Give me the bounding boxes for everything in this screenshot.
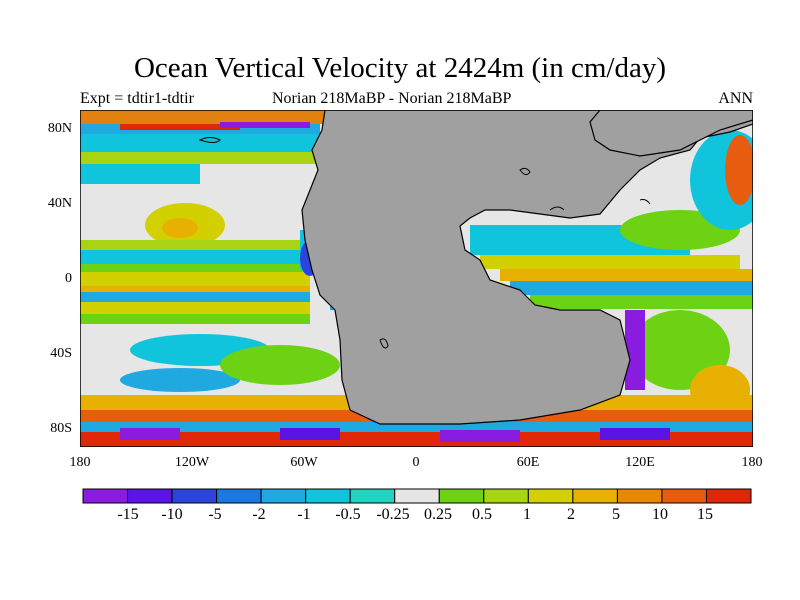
colorbar-swatch: [260, 488, 307, 504]
colorbar-swatch: [171, 488, 218, 504]
colorbar-label: -10: [161, 506, 183, 523]
colorbar-swatch: [616, 488, 663, 504]
lat-tick-label: 0: [65, 271, 72, 286]
islands: [198, 137, 651, 349]
colorbar-swatch: [127, 488, 173, 504]
lon-tick-label: 0: [412, 455, 420, 470]
colorbar-swatch: [661, 488, 707, 504]
colorbar-swatch: [483, 488, 529, 504]
colorbar-label: 1: [523, 506, 531, 523]
lon-tick-label: 180: [741, 455, 763, 470]
colorbar-swatch: [216, 488, 262, 504]
colorbar-swatch: [394, 488, 440, 504]
colorbar-label: -1: [297, 506, 311, 523]
colorbar-label: -5: [208, 506, 222, 523]
colorbar-label: -2: [252, 506, 266, 523]
colorbar-swatch: [705, 488, 752, 504]
colorbar-label: 5: [612, 506, 620, 523]
lon-tick-label: 60E: [516, 455, 540, 470]
colorbar: [82, 488, 752, 504]
lon-tick-label: 60W: [290, 455, 318, 470]
period-label: Norian 218MaBP - Norian 218MaBP: [272, 90, 512, 107]
lat-tick-label: 80N: [47, 121, 72, 136]
pangaea-landmass: [301, 110, 753, 425]
colorbar-label: 2: [567, 506, 575, 523]
colorbar-label: 0.5: [472, 506, 492, 523]
lon-tick-label: 120E: [625, 455, 655, 470]
colorbar-swatch: [438, 488, 485, 504]
colorbar-label: -0.5: [335, 506, 361, 523]
colorbar-label: -15: [117, 506, 139, 523]
colorbar-swatch: [305, 488, 351, 504]
pacific-velocity-field: [80, 118, 370, 392]
lat-tick-label: 40N: [47, 196, 72, 211]
colorbar-label: -0.25: [376, 506, 410, 523]
season-label: ANN: [718, 90, 753, 107]
colorbar-swatch: [572, 488, 618, 504]
ocean-velocity-map: [80, 110, 753, 447]
colorbar-label: 10: [652, 506, 668, 523]
lat-tick-label: 40S: [50, 346, 72, 361]
tethys-velocity-field: [470, 130, 753, 415]
colorbar-swatch: [349, 488, 396, 504]
lon-tick-label: 120W: [174, 455, 210, 470]
colorbar-label: 15: [697, 506, 713, 523]
colorbar-swatch: [82, 488, 129, 504]
northern-landmass: [589, 110, 753, 157]
colorbar-label: 0.25: [424, 506, 452, 523]
lon-tick-label: 180: [69, 455, 91, 470]
colorbar-swatch: [527, 488, 574, 504]
lat-tick-label: 80S: [50, 421, 72, 436]
map-title: Ocean Vertical Velocity at 2424m (in cm/…: [133, 52, 667, 84]
experiment-label: Expt = tdtir1-tdtir: [80, 90, 194, 107]
